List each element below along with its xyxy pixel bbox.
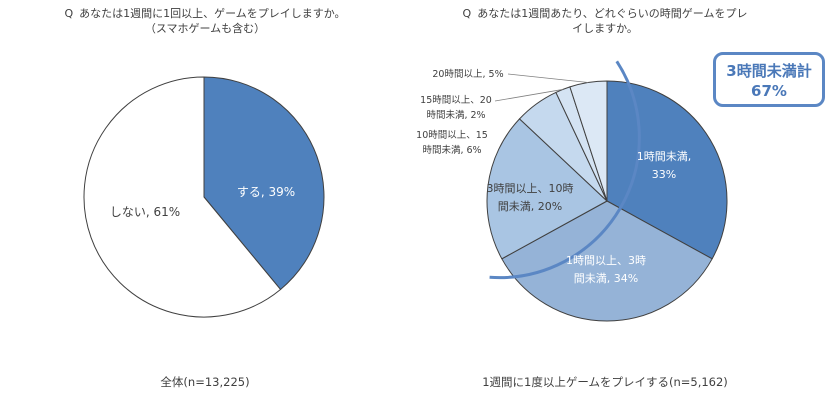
left-question-title: Q あなたは1週間に1回以上、ゲームをプレイしますか。 （スマホゲームも含む） [60, 6, 350, 36]
under-3-hours-callout: 3時間未満計 67% [713, 52, 825, 107]
question-mark: Q [64, 7, 74, 20]
slice-label: 10時間以上、15 [416, 130, 488, 141]
slice-label: 15時間以上、20 [420, 95, 492, 106]
slice-label: 間未満, 20% [498, 200, 562, 213]
slice-label: 1時間未満, [637, 150, 692, 163]
slice-label: 33% [652, 168, 676, 181]
question-text-continued: イしますか。 [572, 22, 638, 35]
right-question-title: Q あなたは1週間あたり、どれぐらいの時間ゲームをプレ イしますか。 [440, 6, 770, 36]
slice-label: 20時間以上, 5% [432, 69, 503, 80]
slice-label: 時間未満, 6% [422, 144, 481, 156]
slice-label: 1時間以上、3時 [566, 254, 646, 267]
highlight-arc [489, 60, 641, 280]
question-text: あなたは1週間に1回以上、ゲームをプレイしますか。 [79, 7, 346, 20]
slice-label: 時間未満, 2% [426, 109, 485, 121]
pie-slice [569, 80, 608, 202]
question-text: あなたは1週間あたり、どれぐらいの時間ゲームをプレ [477, 7, 748, 20]
question-mark: Q [462, 7, 472, 20]
pie-slice [203, 76, 325, 291]
slice-label: しない, 61% [110, 205, 180, 219]
pie-slice [606, 80, 728, 260]
slice-label: する, 39% [237, 185, 295, 199]
pie-slice [83, 76, 282, 318]
right-base-label: 1週間に1度以上ゲームをプレイする(n=5,162) [482, 375, 728, 389]
slice-label: 間未満, 34% [574, 272, 638, 285]
leader-line [494, 89, 563, 102]
left-base-label: 全体(n=13,225) [160, 375, 250, 389]
pie-slice [486, 118, 608, 260]
pie-slice [501, 200, 713, 322]
question-subtext: （スマホゲームも含む） [144, 22, 266, 35]
callout-value: 67% [751, 82, 787, 100]
slice-label: 3時間以上、10時 [487, 182, 574, 195]
callout-label: 3時間未満計 [726, 62, 812, 80]
leader-line [507, 73, 589, 83]
